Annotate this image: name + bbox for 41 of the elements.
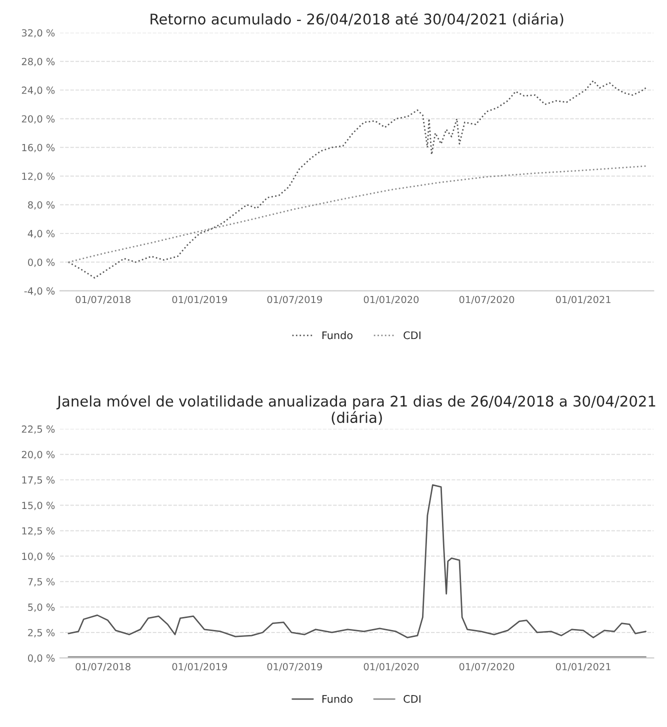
y-tick-label: 5,0 % (28, 604, 55, 612)
y-tick-label: 16,0 % (22, 144, 55, 152)
y-tick-label: 22,5 % (22, 425, 55, 434)
y-tick-label: 32,0 % (22, 29, 55, 38)
y-tick-label: 2,5 % (28, 628, 55, 638)
x-tick-label: 01/01/2021 (556, 662, 610, 672)
y-tick-label: 17,5 % (22, 476, 55, 485)
y-tick-label: 24,0 % (22, 86, 55, 95)
x-tick-label: 01/07/2020 (459, 662, 514, 672)
y-tick-label: 15,0 % (22, 502, 55, 510)
x-tick-label: 01/01/2019 (172, 662, 227, 672)
y-tick-label: 20,0 % (22, 115, 55, 124)
chart-title: Janela móvel de volatilidade anualizada para 21 dias de 26/04/2018 a 30/04/2021 (diária) (56, 394, 656, 425)
y-tick-label: 10,0 % (22, 552, 55, 561)
x-tick-label: 01/07/2018 (76, 662, 130, 672)
y-tick-label: -4,0 % (24, 287, 55, 296)
legend-label: CDI (404, 694, 420, 703)
line-series (68, 80, 646, 279)
y-tick-label: 28,0 % (22, 58, 55, 66)
y-tick-label: 8,0 % (28, 201, 55, 210)
y-tick-label: 7,5 % (28, 578, 55, 586)
y-tick-label: 12,5 % (22, 527, 55, 536)
x-tick-label: 01/01/2020 (364, 662, 419, 672)
x-tick-label: 01/07/2019 (267, 296, 322, 304)
legend-label: Fundo (322, 694, 352, 703)
x-tick-label: 01/07/2019 (267, 662, 322, 672)
x-tick-label: 01/01/2019 (172, 296, 227, 304)
y-tick-label: 4,0 % (28, 230, 55, 238)
line-series (68, 484, 646, 638)
y-tick-label: 20,0 % (22, 450, 55, 460)
x-tick-label: 01/01/2021 (556, 296, 610, 304)
x-tick-label: 01/07/2020 (459, 296, 514, 304)
legend-label: Fundo (322, 331, 352, 340)
x-tick-label: 01/07/2018 (76, 296, 130, 304)
y-tick-label: 0,0 % (28, 654, 55, 663)
chart-title: Retorno acumulado - 26/04/2018 até 30/04/2021 (diária) (150, 12, 564, 26)
legend-label: CDI (404, 331, 420, 340)
y-tick-label: 0,0 % (28, 258, 55, 267)
x-tick-label: 01/01/2020 (364, 296, 419, 304)
y-tick-label: 12,0 % (22, 172, 55, 181)
line-series (68, 165, 646, 263)
